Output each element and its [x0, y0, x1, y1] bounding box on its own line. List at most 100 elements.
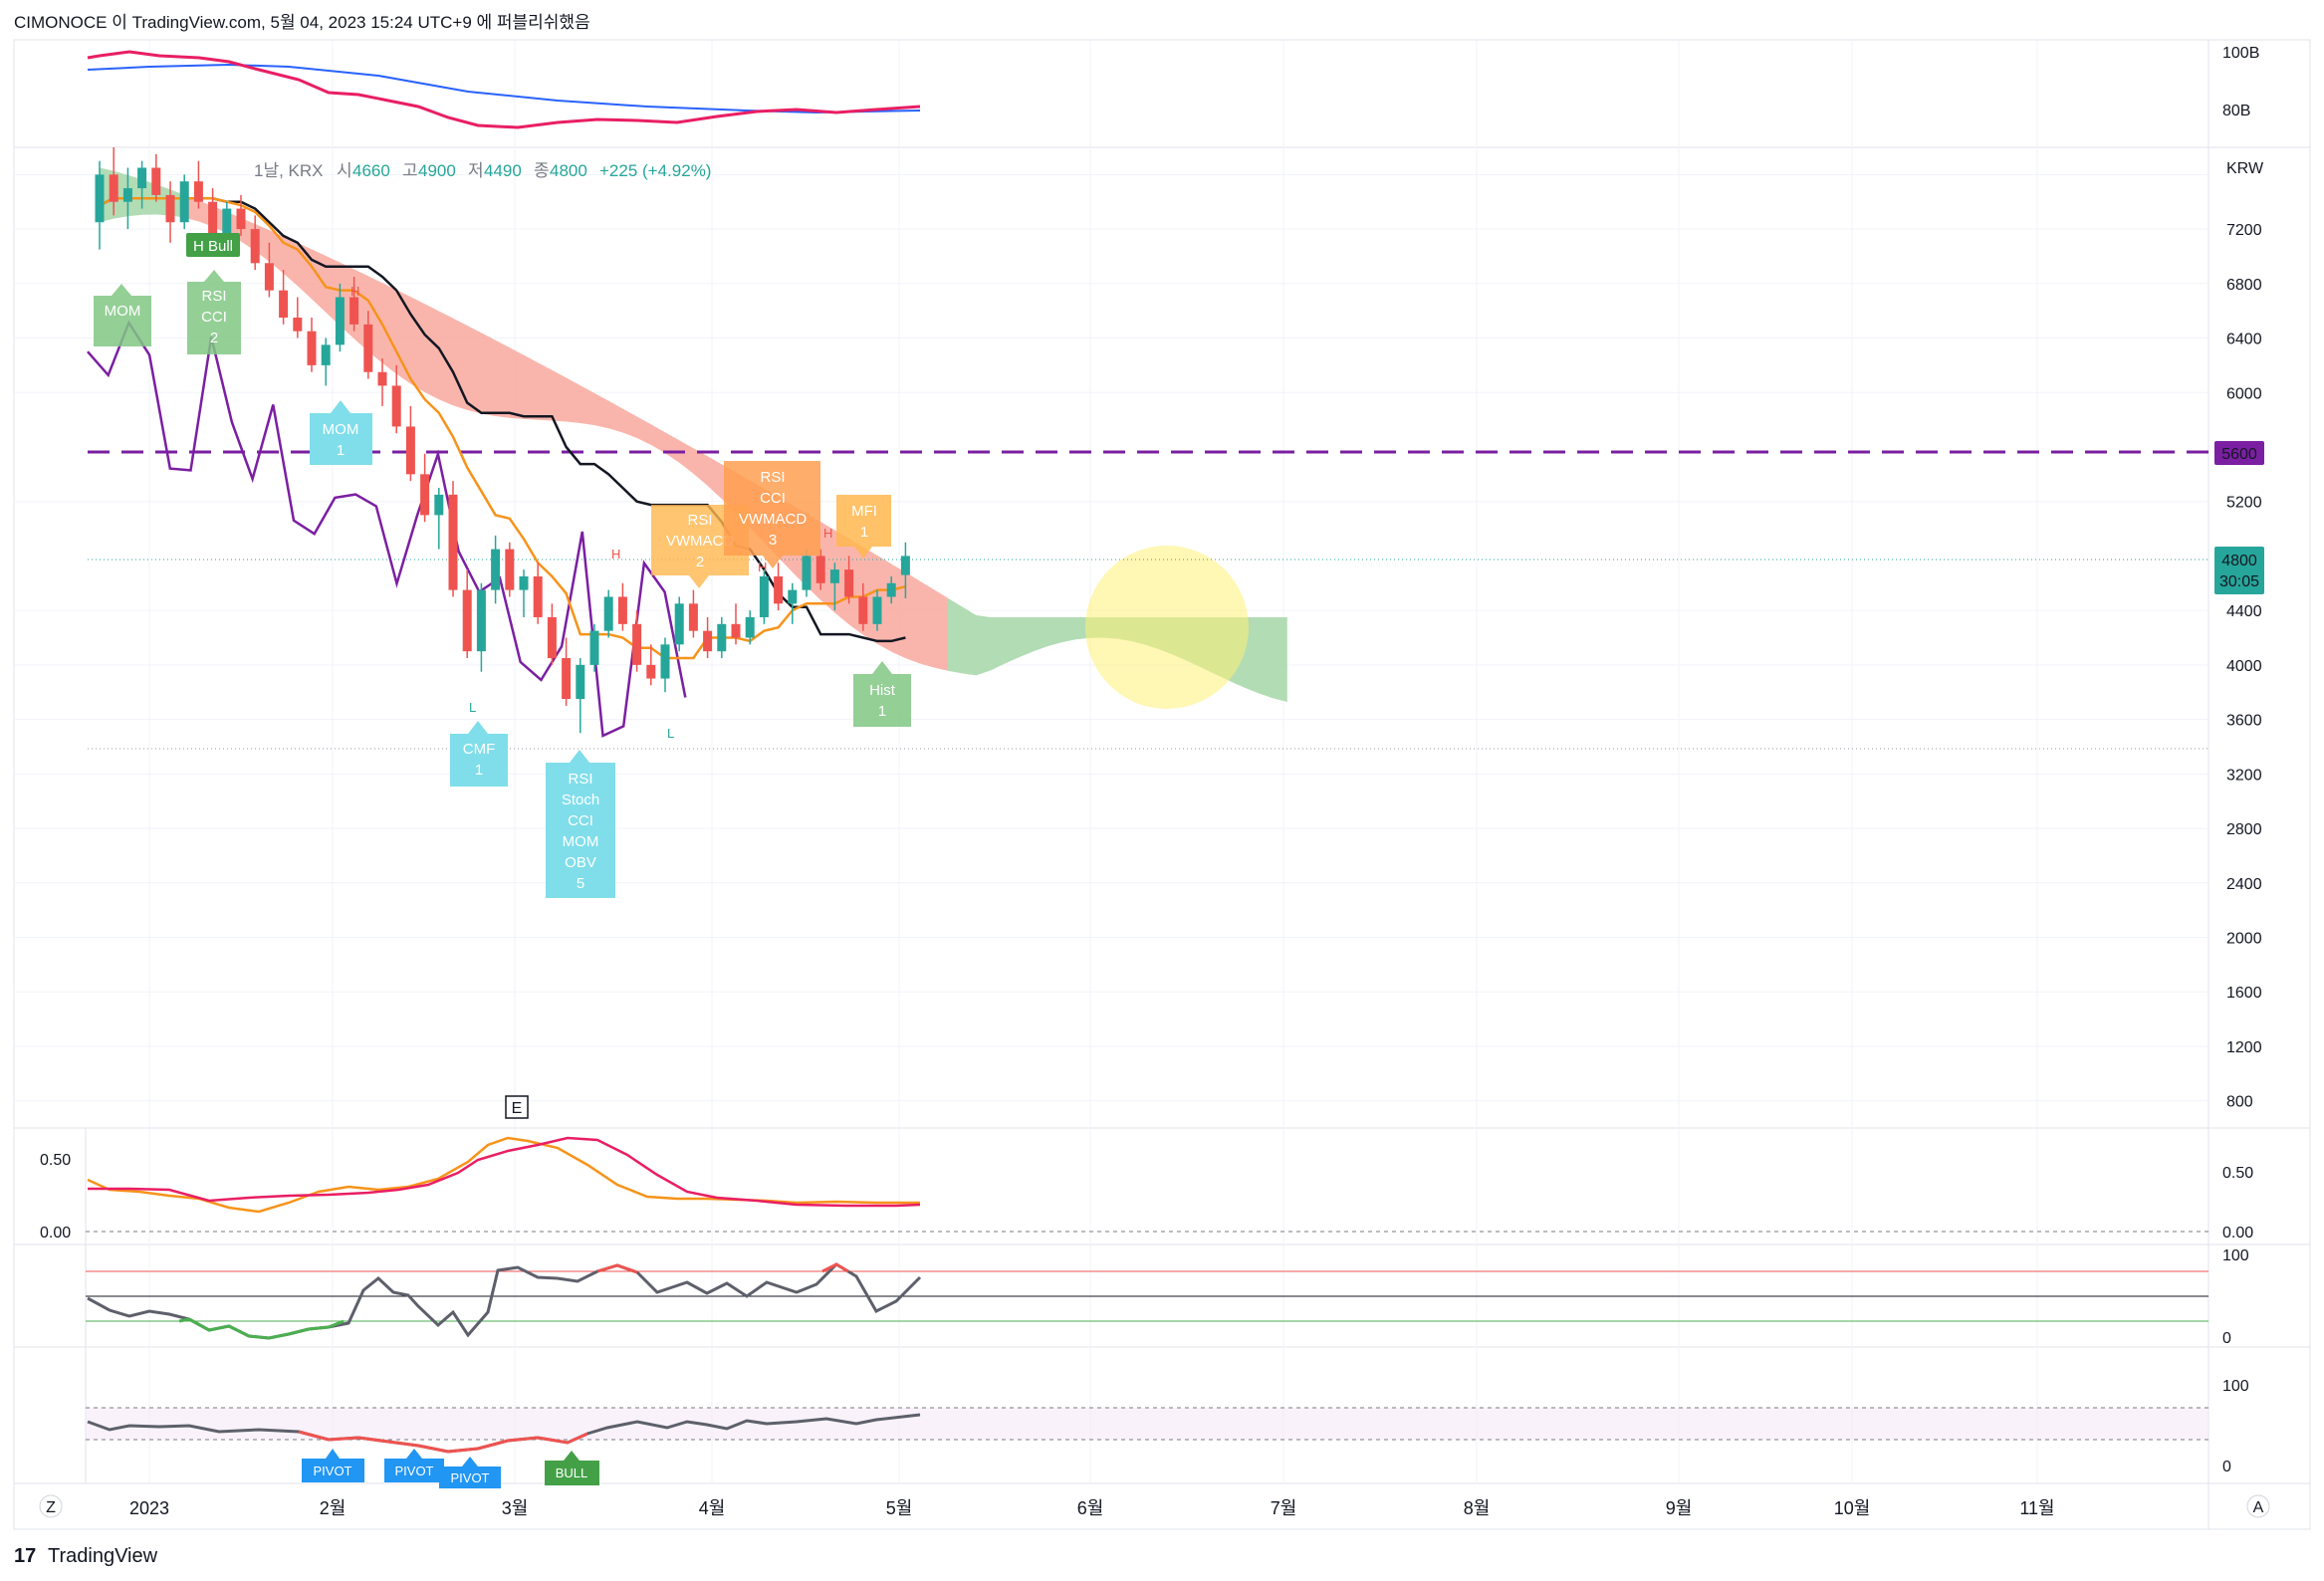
kijun-line	[99, 197, 906, 643]
candle-body	[335, 297, 345, 345]
candle-body	[632, 623, 642, 665]
price-tick-label: 4400	[2226, 603, 2262, 620]
pivot-badge-text: PIVOT	[450, 1470, 489, 1485]
bull-badge: BULL	[545, 1451, 599, 1485]
osc2-red-segment	[596, 1263, 638, 1274]
signal-hist-1-line2: 1	[878, 703, 886, 720]
legend-high-value: 4900	[418, 161, 456, 180]
osc3-red-segment	[298, 1430, 588, 1454]
pivot-letters: H H H H L L	[350, 284, 832, 741]
legend-prefix: 1날, KRX	[254, 161, 324, 180]
candle-body	[391, 385, 401, 427]
tv-logo-mark: 17	[14, 1545, 36, 1567]
price-tick-label: 2000	[2226, 930, 2262, 947]
earnings-event-marker[interactable]: E	[505, 1095, 529, 1119]
price-badge-countdown: 30:05	[2219, 573, 2259, 590]
signal-rsi-cci-vwmacd-3-line3: VWMACD	[739, 511, 807, 528]
top-pane-pink-line	[87, 50, 921, 129]
osc3-tick: 100	[2222, 1378, 2249, 1395]
candle-body	[109, 174, 118, 202]
candle-body	[745, 616, 755, 638]
signal-mom-1[interactable]: MOM 1	[310, 400, 372, 465]
tenkan-line	[99, 197, 906, 660]
candle-body	[688, 603, 698, 631]
candle-body	[576, 664, 585, 700]
signal-rsi-cci-2-line1: RSI	[201, 288, 226, 305]
candle-body	[872, 596, 882, 624]
candle-body	[95, 174, 105, 223]
candle-body	[802, 556, 812, 590]
pivot-badges[interactable]: PIVOT PIVOT PIVOT BULL	[302, 1449, 599, 1488]
signal-rsi-cci-vwmacd-3[interactable]: RSI CCI VWMACD 3	[724, 461, 820, 568]
chart-frame	[13, 39, 2311, 1530]
candle-body	[717, 623, 727, 652]
legend: 1날, KRX 시 4660 고 4900 저 4490 종 4800 +225…	[254, 161, 711, 180]
month-label: 8월	[1464, 1498, 1491, 1518]
candle-body	[547, 616, 557, 659]
month-label: 10월	[1834, 1498, 1871, 1518]
signal-rsi-stoch-5-line3: CCI	[568, 812, 593, 829]
signal-rsi-cci-2-line3: 2	[210, 330, 218, 346]
candle-body	[703, 630, 713, 652]
bull-badge-text: BULL	[556, 1466, 588, 1480]
candle-body	[250, 229, 260, 264]
signal-mfi-1-line2: 1	[860, 524, 868, 541]
signal-h-bull[interactable]: H Bull	[186, 233, 240, 257]
auto-scale-button[interactable]	[2246, 1494, 2270, 1518]
osc2-tick: 100	[2222, 1247, 2249, 1264]
signal-mfi-1[interactable]: MFI 1	[836, 495, 891, 559]
pivot-letter-h: H	[823, 526, 832, 541]
signal-cmf-1[interactable]: CMF 1	[450, 721, 508, 787]
signal-mom-1-line2: 1	[337, 442, 345, 459]
signal-hist-1[interactable]: Hist 1	[853, 661, 911, 727]
price-tick-label: 3600	[2226, 713, 2262, 730]
pivot-letter-h: H	[350, 284, 359, 299]
signal-rsi-cci-2-line2: CCI	[201, 309, 227, 326]
rsi-overlay-line	[87, 320, 687, 738]
month-label: 6월	[1077, 1498, 1104, 1518]
signal-h-bull-text: H Bull	[193, 238, 233, 255]
log-scale-button[interactable]	[39, 1494, 63, 1518]
level-badge[interactable]: 5600	[2214, 441, 2264, 465]
candle-body	[491, 549, 501, 590]
month-label: 7월	[1271, 1498, 1297, 1518]
legend-high-label: 고	[402, 161, 418, 180]
legend-close-value: 4800	[550, 161, 587, 180]
candlestick-series[interactable]	[95, 147, 910, 734]
kijun-sen	[99, 197, 906, 643]
candle-body	[434, 494, 444, 516]
signal-rsi-stoch-5[interactable]: RSI Stoch CCI MOM OBV 5	[546, 750, 615, 898]
month-label: 4월	[699, 1498, 726, 1518]
signal-mom-text: MOM	[105, 303, 141, 320]
time-axis[interactable]: Z A 2023 2월 3월 4월 5월 6월 7월 8월 9월 10월 11월	[39, 1494, 2270, 1518]
candle-body	[519, 575, 529, 590]
pivot-badge: PIVOT	[302, 1449, 364, 1482]
price-tick-label: 3200	[2226, 767, 2262, 784]
month-label: 2023	[129, 1498, 169, 1518]
price-tick-label: 7200	[2226, 222, 2262, 239]
pivot-badge: PIVOT	[384, 1449, 444, 1482]
kumo-segment	[184, 194, 948, 671]
tradingview-logo[interactable]: 17 TradingView	[14, 1545, 158, 1567]
signal-rsi-cci-2[interactable]: RSI CCI 2	[187, 270, 241, 354]
candle-body	[815, 556, 825, 583]
price-tick-label: 1200	[2226, 1039, 2262, 1056]
signal-cmf-1-line2: 1	[475, 762, 483, 779]
osc2-green-segment	[178, 1317, 345, 1340]
log-scale-button-text[interactable]: Z	[46, 1499, 56, 1516]
signal-rsi-vwmacd-2-line1: RSI	[687, 512, 712, 529]
signal-mom-1-line1: MOM	[323, 421, 359, 438]
signal-rsi-stoch-5-line4: MOM	[563, 833, 599, 850]
month-label: 2월	[320, 1498, 347, 1518]
osc-pane-1	[86, 1136, 2208, 1233]
projection-circle	[1085, 546, 1249, 709]
currency-label: KRW	[2226, 160, 2264, 177]
signal-labels[interactable]: MOM RSI CCI 2 H Bull MOM 1 CMF 1 RSI	[94, 233, 911, 898]
price-axis[interactable]: 100B 80B KRW 7200 6800 6400 6000 5200 4400 400…	[2222, 45, 2264, 1111]
candle-body	[377, 371, 387, 386]
signal-mom[interactable]: MOM	[94, 284, 151, 346]
auto-scale-button-text[interactable]: A	[2253, 1499, 2264, 1516]
candle-body	[476, 589, 486, 652]
candle-body	[179, 181, 189, 223]
